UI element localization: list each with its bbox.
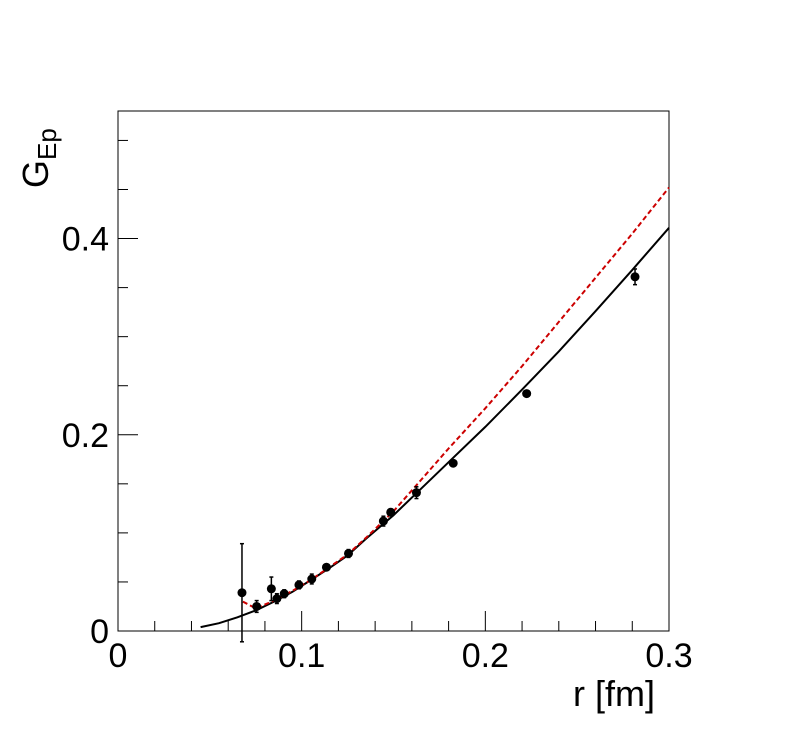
data-point <box>386 507 396 517</box>
x-tick-label: 0.3 <box>645 637 692 675</box>
data-point <box>448 458 458 468</box>
point-marker <box>294 580 304 590</box>
y-tick-label: 0 <box>90 613 109 651</box>
point-marker <box>272 594 282 604</box>
dashed-model-curve <box>242 186 670 610</box>
data-point <box>294 580 304 590</box>
x-axis-ticks <box>117 611 670 631</box>
data-point <box>344 548 354 559</box>
data-point <box>266 576 276 602</box>
y-axis-title-sub: Ep <box>32 128 62 160</box>
y-tick-label: 0.4 <box>62 221 109 259</box>
data-point <box>378 515 388 527</box>
point-marker <box>630 272 640 282</box>
x-tick-label: 0.2 <box>462 637 509 675</box>
y-axis-title: GEp <box>15 128 62 188</box>
data-point <box>522 389 532 399</box>
point-marker <box>411 488 421 498</box>
point-marker <box>307 574 317 584</box>
data-point <box>252 599 262 614</box>
model-curves <box>200 186 670 629</box>
data-point <box>237 542 247 643</box>
y-tick-label: 0.2 <box>62 417 109 455</box>
point-marker <box>378 516 388 526</box>
x-tick-label: 0 <box>109 637 128 675</box>
point-marker <box>237 588 247 598</box>
point-marker <box>344 548 354 558</box>
solid-model-curve <box>200 227 670 629</box>
point-marker <box>448 458 458 468</box>
data-points <box>237 268 640 643</box>
data-point <box>411 486 421 500</box>
plot-frame <box>117 110 670 632</box>
x-tick-labels: 0 0.1 0.2 0.3 <box>109 637 693 675</box>
data-point <box>321 562 331 572</box>
data-point <box>279 589 289 599</box>
point-marker <box>252 601 262 611</box>
y-tick-labels: 0 0.2 0.4 <box>62 221 109 651</box>
x-axis-title: r [fm] <box>573 673 655 714</box>
point-marker <box>279 589 289 599</box>
data-point <box>307 573 317 585</box>
y-axis-ticks <box>118 139 138 632</box>
point-marker <box>386 507 396 517</box>
y-axis-title-main: G <box>15 160 56 188</box>
x-tick-label: 0.1 <box>278 637 325 675</box>
point-marker <box>522 389 532 399</box>
point-marker <box>266 584 276 594</box>
point-marker <box>321 562 331 572</box>
data-point <box>630 268 640 286</box>
data-point <box>272 592 282 605</box>
